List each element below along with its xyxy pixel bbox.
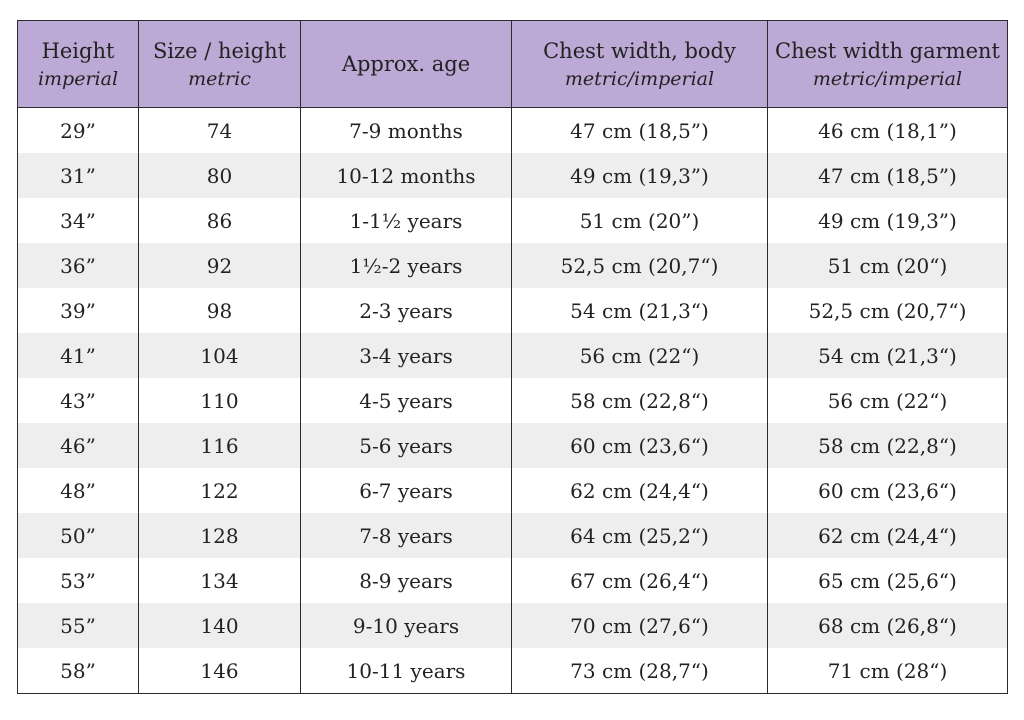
cell-chest-body: 64 cm (25,2“)	[511, 513, 768, 558]
cell-chest-body: 60 cm (23,6“)	[511, 423, 768, 468]
table-row: 50” 128 7-8 years 64 cm (25,2“) 62 cm (24,4“…	[17, 513, 1008, 558]
table-row: 39” 98 2-3 years 54 cm (21,3“) 52,5 cm (20,7…	[17, 288, 1008, 333]
cell-height: 55”	[17, 603, 139, 648]
cell-chest-garment: 68 cm (26,8“)	[767, 603, 1008, 648]
cell-size: 128	[138, 513, 301, 558]
cell-height: 43”	[17, 378, 139, 423]
cell-age: 7-9 months	[300, 107, 512, 153]
header-subtitle: metric/imperial	[812, 68, 963, 90]
cell-chest-garment: 46 cm (18,1”)	[767, 107, 1008, 153]
cell-chest-garment: 60 cm (23,6“)	[767, 468, 1008, 513]
cell-chest-garment: 51 cm (20“)	[767, 243, 1008, 288]
cell-age: 10-12 months	[300, 153, 512, 198]
cell-size: 80	[138, 153, 301, 198]
cell-chest-body: 54 cm (21,3“)	[511, 288, 768, 333]
cell-chest-body: 67 cm (26,4“)	[511, 558, 768, 603]
cell-height: 39”	[17, 288, 139, 333]
table-row: 41” 104 3-4 years 56 cm (22“) 54 cm (21,3“)	[17, 333, 1008, 378]
cell-chest-body: 47 cm (18,5”)	[511, 107, 768, 153]
cell-height: 41”	[17, 333, 139, 378]
cell-size: 122	[138, 468, 301, 513]
cell-age: 5-6 years	[300, 423, 512, 468]
header-subtitle: metric/imperial	[564, 68, 715, 90]
cell-chest-garment: 65 cm (25,6“)	[767, 558, 1008, 603]
header-approx-age: Approx. age	[300, 20, 512, 108]
table-row: 36” 92 1½-2 years 52,5 cm (20,7“) 51 cm (20“…	[17, 243, 1008, 288]
cell-height: 50”	[17, 513, 139, 558]
cell-age: 7-8 years	[300, 513, 512, 558]
header-size-height: Size / height metric	[138, 20, 301, 108]
cell-age: 3-4 years	[300, 333, 512, 378]
table-row: 46” 116 5-6 years 60 cm (23,6“) 58 cm (22,8“…	[17, 423, 1008, 468]
cell-chest-garment: 47 cm (18,5”)	[767, 153, 1008, 198]
cell-size: 104	[138, 333, 301, 378]
cell-chest-garment: 49 cm (19,3”)	[767, 198, 1008, 243]
table-row: 29” 74 7-9 months 47 cm (18,5”) 46 cm (18,1”…	[17, 107, 1008, 153]
cell-size: 116	[138, 423, 301, 468]
header-subtitle: imperial	[37, 68, 119, 90]
header-height: Height imperial	[17, 20, 139, 108]
table-row: 58” 146 10-11 years 73 cm (28,7“) 71 cm (28“…	[17, 648, 1008, 694]
cell-size: 140	[138, 603, 301, 648]
cell-height: 29”	[17, 107, 139, 153]
cell-age: 6-7 years	[300, 468, 512, 513]
cell-size: 134	[138, 558, 301, 603]
cell-age: 4-5 years	[300, 378, 512, 423]
cell-height: 46”	[17, 423, 139, 468]
cell-age: 10-11 years	[300, 648, 512, 694]
table-row: 43” 110 4-5 years 58 cm (22,8“) 56 cm (22“)	[17, 378, 1008, 423]
header-chest-width-body: Chest width, body metric/imperial	[511, 20, 768, 108]
cell-chest-garment: 56 cm (22“)	[767, 378, 1008, 423]
table-row: 31” 80 10-12 months 49 cm (19,3”) 47 cm (18,…	[17, 153, 1008, 198]
cell-age: 2-3 years	[300, 288, 512, 333]
cell-age: 1-1½ years	[300, 198, 512, 243]
header-title: Height	[41, 39, 115, 63]
cell-height: 34”	[17, 198, 139, 243]
header-subtitle: metric	[188, 68, 251, 90]
cell-age: 8-9 years	[300, 558, 512, 603]
table-row: 34” 86 1-1½ years 51 cm (20”) 49 cm (19,3”)	[17, 198, 1008, 243]
cell-size: 110	[138, 378, 301, 423]
cell-size: 98	[138, 288, 301, 333]
cell-chest-body: 51 cm (20”)	[511, 198, 768, 243]
cell-chest-body: 52,5 cm (20,7“)	[511, 243, 768, 288]
cell-age: 1½-2 years	[300, 243, 512, 288]
cell-height: 48”	[17, 468, 139, 513]
cell-chest-body: 49 cm (19,3”)	[511, 153, 768, 198]
cell-height: 36”	[17, 243, 139, 288]
size-chart-table: Height imperial Size / height metric App…	[17, 20, 1008, 694]
cell-chest-body: 73 cm (28,7“)	[511, 648, 768, 694]
cell-chest-garment: 58 cm (22,8“)	[767, 423, 1008, 468]
table-header: Height imperial Size / height metric App…	[17, 20, 1008, 108]
cell-chest-body: 62 cm (24,4“)	[511, 468, 768, 513]
header-title: Approx. age	[341, 52, 471, 76]
header-title: Size / height	[152, 39, 287, 63]
cell-height: 53”	[17, 558, 139, 603]
header-title: Chest width, body	[543, 39, 736, 63]
cell-size: 92	[138, 243, 301, 288]
cell-size: 74	[138, 107, 301, 153]
cell-size: 146	[138, 648, 301, 694]
cell-height: 31”	[17, 153, 139, 198]
header-title: Chest width garment	[775, 39, 1000, 63]
cell-age: 9-10 years	[300, 603, 512, 648]
cell-chest-garment: 62 cm (24,4“)	[767, 513, 1008, 558]
cell-chest-garment: 54 cm (21,3“)	[767, 333, 1008, 378]
table-row: 48” 122 6-7 years 62 cm (24,4“) 60 cm (23,6“…	[17, 468, 1008, 513]
cell-chest-body: 58 cm (22,8“)	[511, 378, 768, 423]
cell-height: 58”	[17, 648, 139, 694]
cell-chest-garment: 52,5 cm (20,7“)	[767, 288, 1008, 333]
cell-chest-body: 70 cm (27,6“)	[511, 603, 768, 648]
table-row: 55” 140 9-10 years 70 cm (27,6“) 68 cm (26,8…	[17, 603, 1008, 648]
table-row: 53” 134 8-9 years 67 cm (26,4“) 65 cm (25,6“…	[17, 558, 1008, 603]
table-body: 29” 74 7-9 months 47 cm (18,5”) 46 cm (18,1”…	[17, 107, 1008, 694]
header-chest-width-garment: Chest width garment metric/imperial	[767, 20, 1008, 108]
cell-size: 86	[138, 198, 301, 243]
cell-chest-garment: 71 cm (28“)	[767, 648, 1008, 694]
header-row: Height imperial Size / height metric App…	[17, 20, 1008, 108]
cell-chest-body: 56 cm (22“)	[511, 333, 768, 378]
